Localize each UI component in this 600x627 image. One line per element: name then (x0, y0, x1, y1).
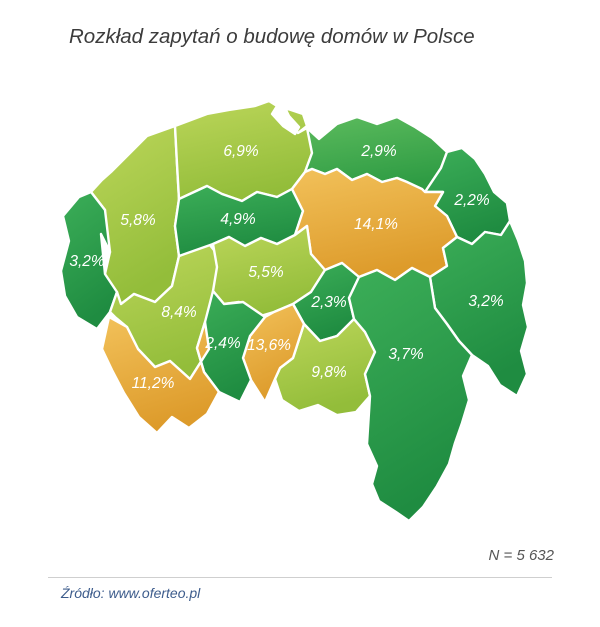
svg-text:14,1%: 14,1% (354, 216, 398, 233)
svg-text:4,9%: 4,9% (220, 211, 256, 228)
svg-text:11,2%: 11,2% (132, 375, 175, 392)
svg-text:2,4%: 2,4% (204, 335, 241, 352)
svg-text:2,9%: 2,9% (360, 143, 397, 160)
svg-text:6,9%: 6,9% (223, 143, 259, 160)
svg-text:13,6%: 13,6% (247, 337, 291, 354)
svg-text:3,2%: 3,2% (69, 253, 105, 270)
svg-text:2,2%: 2,2% (453, 192, 490, 209)
svg-text:2,3%: 2,3% (310, 294, 347, 311)
svg-text:3,2%: 3,2% (468, 293, 504, 310)
svg-text:5,5%: 5,5% (248, 264, 284, 281)
svg-text:9,8%: 9,8% (311, 364, 347, 381)
svg-text:3,7%: 3,7% (388, 346, 424, 363)
svg-text:8,4%: 8,4% (161, 304, 197, 321)
svg-text:5,8%: 5,8% (120, 212, 156, 229)
